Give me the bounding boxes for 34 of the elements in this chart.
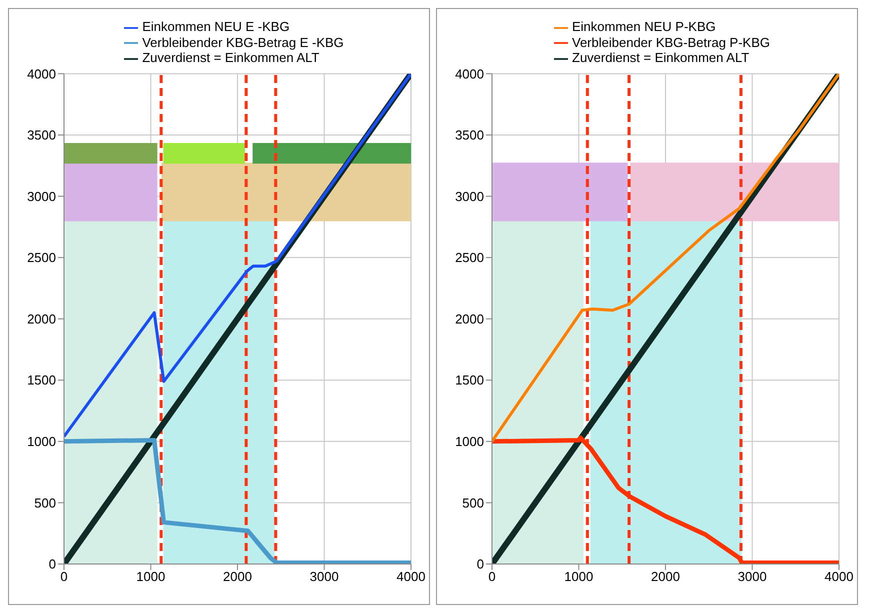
y-tick-label: 4000	[455, 66, 484, 82]
x-tick-label: 4000	[396, 569, 426, 584]
y-tick-label: 3500	[27, 128, 56, 143]
y-tick-label: 1500	[27, 372, 56, 388]
legend-label: Zuverdienst = Einkommen ALT	[572, 50, 750, 66]
x-tick-label: 0	[60, 569, 68, 584]
x-tick-label: 1000	[136, 569, 166, 584]
x-tick-label: 3000	[738, 569, 767, 584]
y-tick-label: 0	[476, 556, 484, 572]
x-tick-label: 1000	[564, 569, 594, 584]
y-tick-label: 2000	[27, 311, 56, 326]
y-tick-label: 2500	[455, 250, 484, 266]
legend-label: Verbleibender KBG-Betrag P-KBG	[572, 34, 770, 50]
x-tick-label: 2000	[651, 569, 680, 584]
x-tick-label: 4000	[824, 569, 854, 584]
y-tick-label: 1500	[455, 372, 484, 388]
y-tick-label: 1000	[455, 434, 484, 450]
legend-label: Zuverdienst = Einkommen ALT	[142, 50, 320, 66]
legend-label: Einkommen NEU E -KBG	[142, 19, 290, 34]
y-tick-label: 500	[462, 495, 484, 510]
y-tick-label: 0	[48, 556, 56, 572]
x-tick-label: 0	[488, 569, 496, 584]
legend-label: Einkommen NEU P-KBG	[572, 19, 716, 34]
y-tick-label: 3000	[27, 188, 56, 204]
y-tick-label: 2500	[27, 250, 56, 266]
x-tick-label: 3000	[310, 569, 339, 584]
legend-label: Verbleibender KBG-Betrag E -KBG	[142, 34, 344, 50]
y-tick-label: 3000	[455, 188, 484, 204]
y-tick-label: 1000	[27, 434, 56, 450]
y-tick-label: 4000	[27, 66, 56, 82]
y-tick-label: 500	[34, 495, 56, 510]
y-tick-label: 3500	[455, 128, 484, 143]
y-tick-label: 2000	[455, 311, 484, 326]
x-tick-label: 2000	[223, 569, 252, 584]
